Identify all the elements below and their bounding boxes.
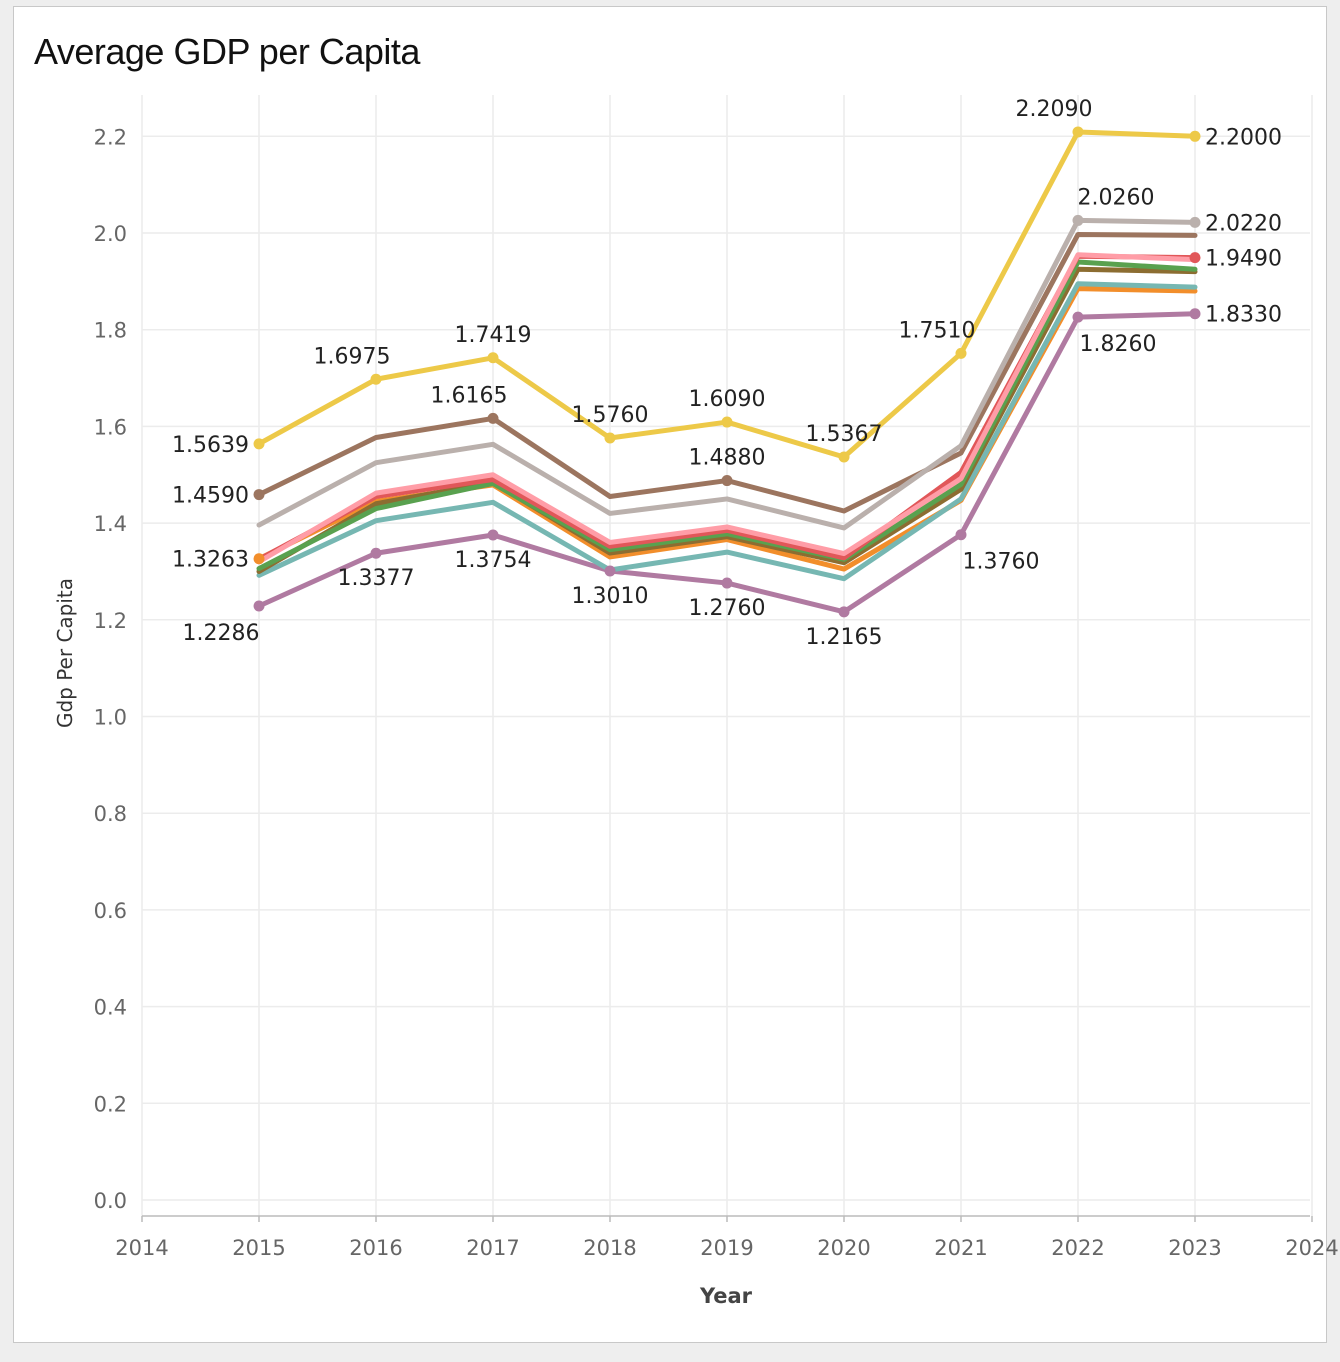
data-point-marker (487, 352, 499, 364)
x-tick-label: 2018 (583, 1236, 636, 1260)
data-point-marker (487, 412, 499, 424)
data-point-marker (370, 547, 382, 559)
x-tick-label: 2022 (1051, 1236, 1104, 1260)
x-tick-label: 2016 (349, 1236, 402, 1260)
y-tick-label: 1.6 (94, 415, 127, 439)
y-axis-label: Gdp Per Capita (53, 578, 77, 728)
y-tick-label: 1.0 (94, 706, 127, 730)
x-tick-label: 2023 (1168, 1236, 1221, 1260)
x-tick-label: 2021 (934, 1236, 987, 1260)
data-point-marker (1072, 311, 1084, 323)
y-tick-label: 1.8 (94, 319, 127, 343)
x-tick-label: 2014 (115, 1236, 168, 1260)
data-label: 1.2760 (689, 596, 766, 621)
series-line (256, 217, 1198, 531)
x-axis-label: Year (699, 1284, 753, 1308)
data-point-marker (604, 565, 616, 577)
data-label: 1.5639 (172, 433, 249, 458)
data-label: 1.7510 (899, 318, 976, 343)
data-label: 1.6090 (689, 387, 766, 412)
data-point-marker (253, 489, 265, 501)
data-point-marker (955, 529, 967, 541)
data-point-marker (370, 373, 382, 385)
data-point-marker (253, 553, 265, 565)
x-tick-label: 2015 (232, 1236, 285, 1260)
data-point-marker (1189, 308, 1201, 320)
data-point-marker (721, 475, 733, 487)
data-label: 1.3377 (338, 566, 415, 591)
series-lines (253, 126, 1201, 618)
y-tick-label: 0.6 (94, 899, 127, 923)
data-label: 1.6165 (431, 383, 508, 408)
data-point-marker (253, 600, 265, 612)
series-line (256, 266, 1198, 574)
data-label: 1.4880 (689, 446, 766, 471)
data-point-marker (604, 432, 616, 444)
data-point-marker (1072, 214, 1084, 226)
data-label: 1.3263 (172, 548, 249, 573)
data-point-marker (721, 416, 733, 428)
x-tick-label: 2017 (466, 1236, 519, 1260)
data-label: 1.5367 (806, 422, 883, 447)
data-point-marker (1189, 130, 1201, 142)
data-label: 2.0260 (1078, 185, 1155, 210)
data-label: 1.2165 (806, 625, 883, 650)
data-label: 1.9490 (1205, 247, 1282, 272)
data-point-marker (955, 347, 967, 359)
data-point-marker (487, 529, 499, 541)
data-point-marker (721, 577, 733, 589)
data-label: 1.3010 (572, 584, 649, 609)
data-labels: 1.5639 1.6975 1.7419 1.5760 1.6090 1.5367 1.75… (172, 97, 1282, 650)
data-point-marker (1189, 252, 1201, 264)
data-point-marker (838, 606, 850, 618)
data-label: 1.8330 (1205, 303, 1282, 328)
axes: 0.0 0.2 0.4 0.6 0.8 1.0 1.2 1.4 1.6 1.8 2.0 2.2 2014… (94, 125, 1339, 1260)
y-tick-label: 1.2 (94, 609, 127, 633)
series-line (256, 281, 1198, 582)
x-tick-label: 2024 (1285, 1236, 1338, 1260)
data-label: 1.5760 (572, 403, 649, 428)
data-label: 1.8260 (1080, 332, 1157, 357)
chart-title: Average GDP per Capita (34, 31, 420, 72)
data-point-marker (1189, 216, 1201, 228)
y-tick-label: 2.2 (94, 125, 127, 149)
data-label: 1.3754 (455, 548, 532, 573)
x-tick-label: 2019 (700, 1236, 753, 1260)
series-line (256, 252, 1198, 565)
y-tick-label: 0.8 (94, 802, 127, 826)
y-tick-label: 0.0 (94, 1189, 127, 1213)
data-point-marker (838, 451, 850, 463)
data-label: 2.2090 (1016, 97, 1093, 122)
data-label: 1.3760 (963, 550, 1040, 575)
y-tick-label: 2.0 (94, 222, 127, 246)
y-tick-label: 1.4 (94, 512, 127, 536)
grid-lines (141, 95, 1313, 1216)
y-tick-label: 0.4 (94, 996, 127, 1020)
data-label: 2.0220 (1205, 211, 1282, 236)
data-label: 2.2000 (1205, 125, 1282, 150)
data-label: 1.2286 (183, 621, 260, 646)
x-tick-label: 2020 (817, 1236, 870, 1260)
data-label: 1.4590 (172, 484, 249, 509)
data-point-marker (253, 438, 265, 450)
series-line (256, 259, 1198, 572)
chart-panel: Average GDP per Capita (13, 6, 1327, 1343)
data-label: 1.7419 (455, 323, 532, 348)
y-tick-label: 0.2 (94, 1092, 127, 1116)
data-point-marker (1072, 126, 1084, 138)
data-label: 1.6975 (314, 344, 391, 369)
